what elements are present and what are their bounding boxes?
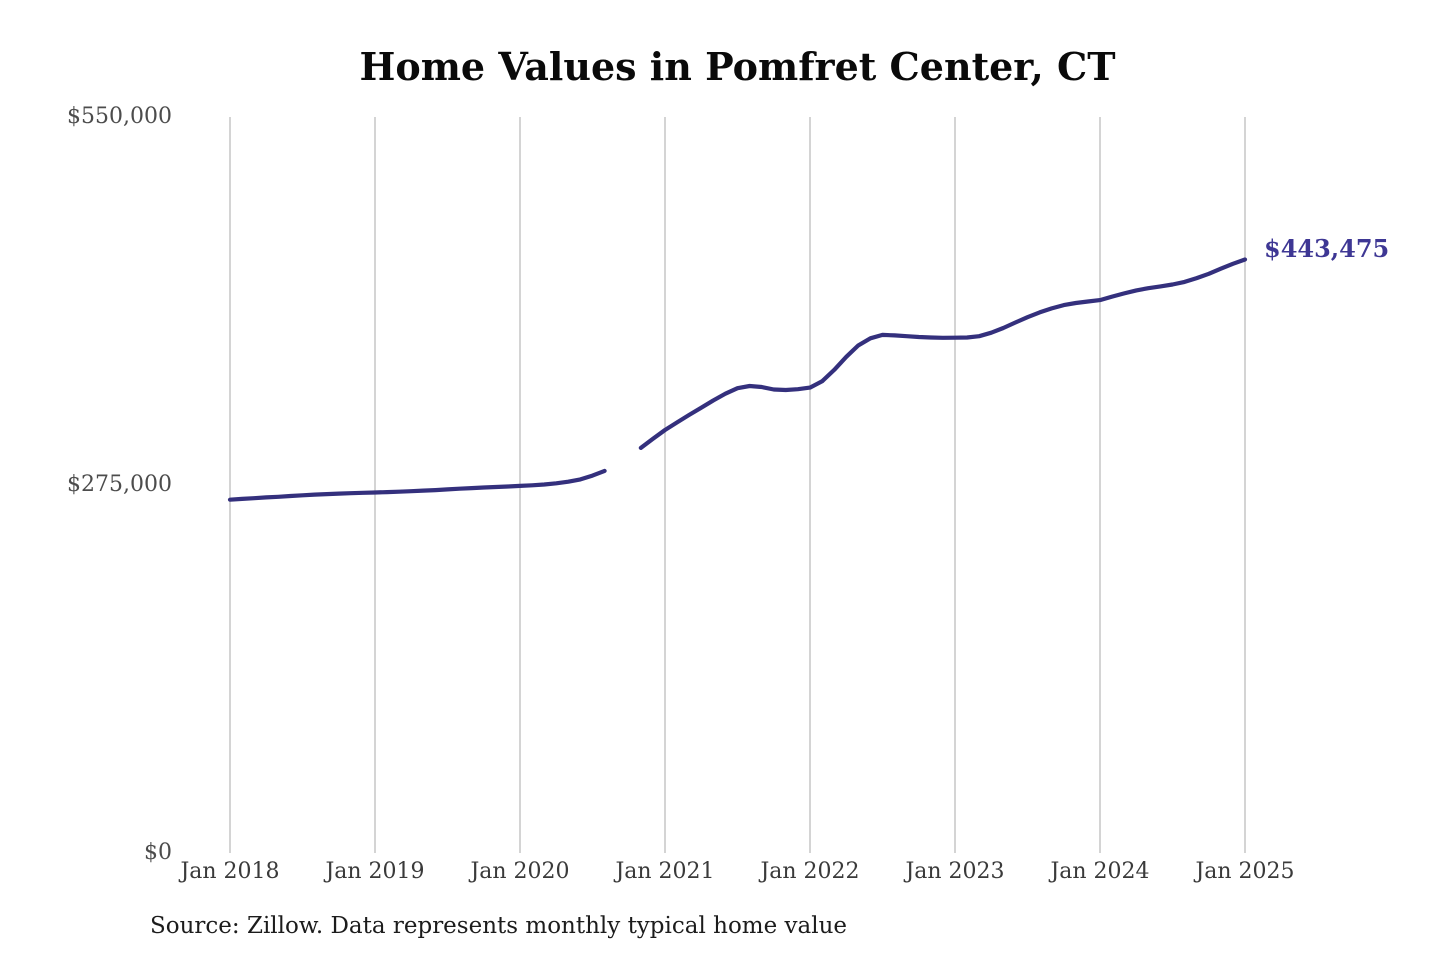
x-axis-label: Jan 2020 (470, 859, 570, 884)
x-axis-label: Jan 2022 (760, 859, 860, 884)
source-note: Source: Zillow. Data represents monthly … (150, 913, 848, 939)
x-axis-label: Jan 2019 (325, 859, 425, 884)
x-axis-label: Jan 2021 (615, 859, 715, 884)
y-axis-label: $0 (144, 840, 172, 865)
x-axis-label: Jan 2018 (180, 859, 280, 884)
x-axis-label: Jan 2023 (905, 859, 1005, 884)
home-value-line (227, 257, 1248, 502)
latest-value-label: $443,475 (1264, 234, 1390, 263)
chart-title: Home Values in Pomfret Center, CT (359, 44, 1116, 89)
x-axis-label: Jan 2024 (1050, 859, 1150, 884)
y-axis-label: $550,000 (67, 104, 172, 129)
x-axis-label: Jan 2025 (1195, 859, 1295, 884)
y-axis-label: $275,000 (67, 472, 172, 497)
